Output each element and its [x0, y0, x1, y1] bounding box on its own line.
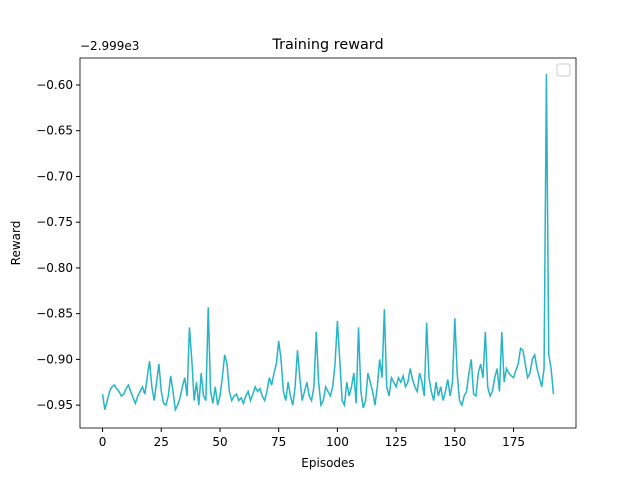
x-tick-label: 125 [385, 435, 408, 449]
x-tick-label: 50 [212, 435, 227, 449]
chart-title: Training reward [271, 37, 383, 53]
x-tick-label: 175 [502, 435, 525, 449]
y-tick-label: −0.70 [36, 169, 73, 183]
y-tick-label: −0.75 [36, 215, 73, 229]
x-tick-label: 0 [99, 435, 107, 449]
y-tick-label: −0.85 [36, 307, 73, 321]
y-tick-label: −0.90 [36, 352, 73, 366]
x-tick-label: 25 [154, 435, 169, 449]
x-tick-label: 150 [443, 435, 466, 449]
y-offset-text: −2.999e3 [80, 39, 139, 53]
legend [556, 63, 571, 77]
axes-frame [79, 57, 577, 429]
y-tick-label: −0.95 [36, 398, 73, 412]
x-tick-label: 75 [271, 435, 286, 449]
line-series [101, 74, 555, 413]
y-tick-label: −0.60 [36, 78, 73, 92]
x-axis-label: Episodes [301, 456, 354, 470]
y-axis-label: Reward [9, 221, 23, 266]
y-tick-label: −0.80 [36, 261, 73, 275]
x-tick-label: 100 [326, 435, 349, 449]
y-tick-label: −0.65 [36, 124, 73, 138]
